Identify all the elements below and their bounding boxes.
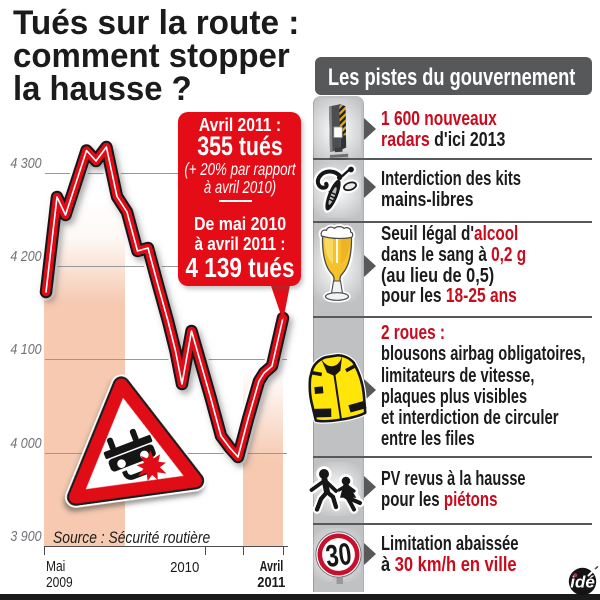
svg-text:30: 30 [324, 536, 354, 574]
svg-text:idé: idé [570, 573, 595, 592]
